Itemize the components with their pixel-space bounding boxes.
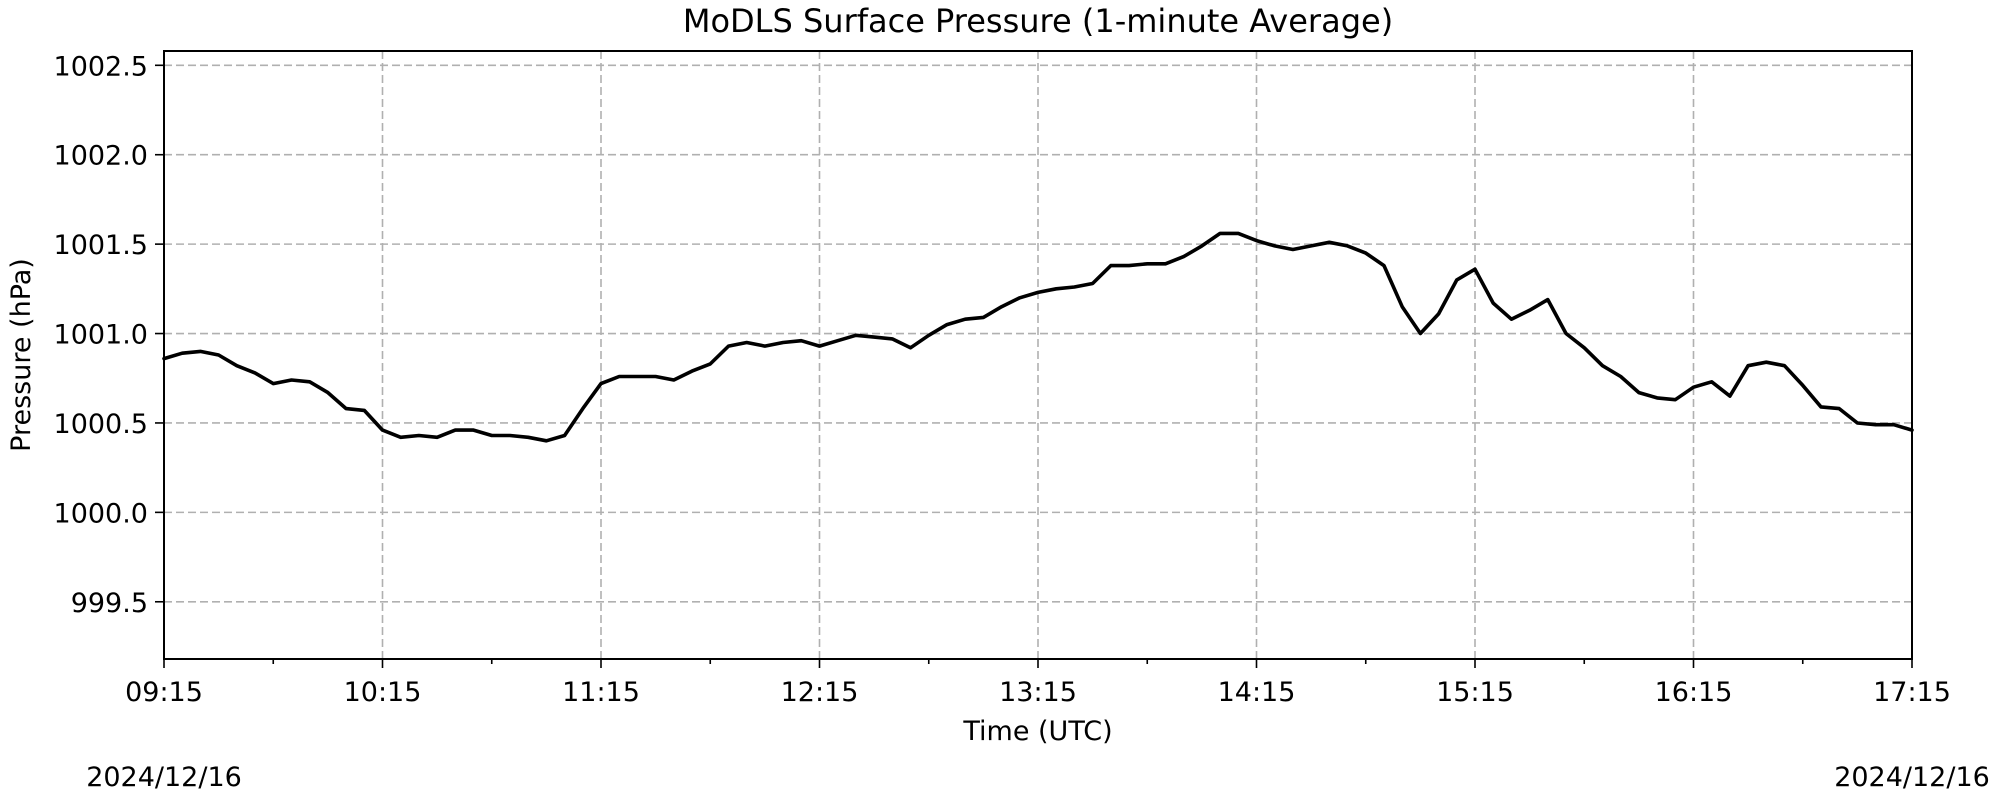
y-tick-label: 1001.5 bbox=[54, 230, 148, 261]
x-tick-label: 09:15 bbox=[125, 677, 203, 708]
x-tick-label: 11:15 bbox=[562, 677, 640, 708]
tick-marks bbox=[155, 64, 1913, 668]
series-line-0 bbox=[162, 231, 1914, 443]
x-tick-label: 12:15 bbox=[781, 677, 859, 708]
x-tick-label: 16:15 bbox=[1655, 677, 1733, 708]
y-tick-label: 1002.0 bbox=[54, 141, 148, 172]
date-left-label: 2024/12/16 bbox=[86, 762, 242, 793]
y-tick-label: 999.5 bbox=[71, 588, 148, 619]
y-tick-label: 1000.0 bbox=[54, 498, 148, 529]
x-tick-label: 17:15 bbox=[1873, 677, 1951, 708]
chart-title: MoDLS Surface Pressure (1-minute Average… bbox=[683, 2, 1393, 40]
x-tick-label: 13:15 bbox=[999, 677, 1077, 708]
x-tick-labels: 09:15 10:15 11:15 12:15 13:15 14:15 15:15 16:15… bbox=[125, 677, 1951, 708]
y-tick-label: 1000.5 bbox=[54, 409, 148, 440]
date-right-label: 2024/12/16 bbox=[1834, 762, 1990, 793]
x-tick-label: 14:15 bbox=[1218, 677, 1296, 708]
series-layer bbox=[162, 231, 1914, 443]
y-tick-label: 1001.0 bbox=[54, 320, 148, 351]
x-tick-label: 10:15 bbox=[344, 677, 422, 708]
y-tick-label: 1002.5 bbox=[54, 51, 148, 82]
x-axis-label: Time (UTC) bbox=[962, 716, 1112, 747]
y-tick-labels: 999.5 1000.0 1000.5 1001.0 1001.5 1002.0 1002.… bbox=[54, 51, 148, 618]
y-axis-label: Pressure (hPa) bbox=[6, 258, 37, 452]
grid-lines bbox=[164, 51, 1912, 659]
x-tick-label: 15:15 bbox=[1436, 677, 1514, 708]
